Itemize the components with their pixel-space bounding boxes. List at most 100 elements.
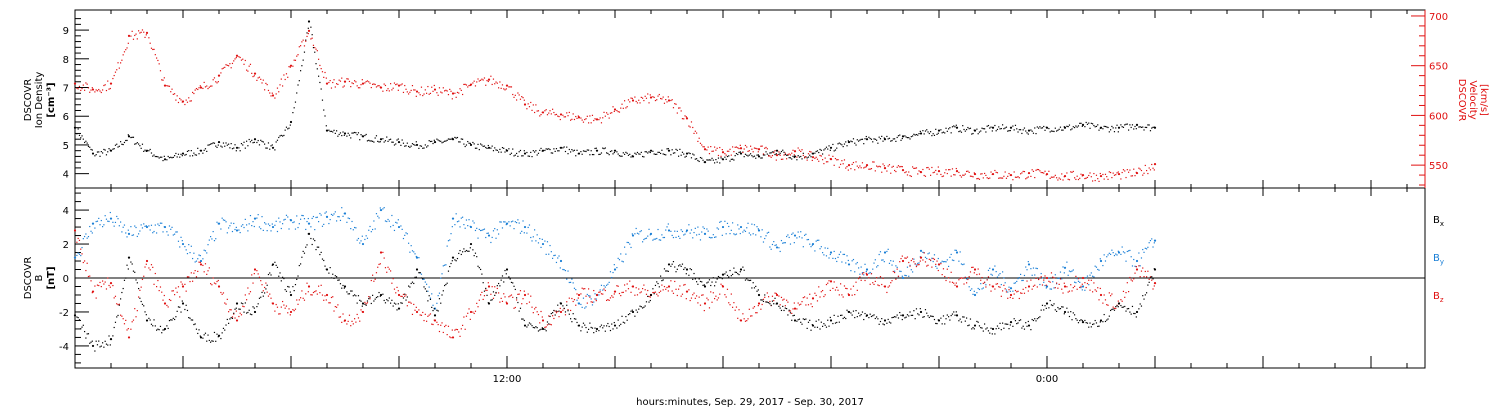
bz-series-sample [1045, 284, 1047, 286]
by-series-sample [683, 234, 685, 236]
by-series-sample [564, 269, 567, 272]
by-series-point [865, 268, 869, 271]
by-series-sample [1025, 266, 1027, 268]
velocity-series-point [955, 169, 959, 173]
velocity-series-sample [1086, 176, 1089, 179]
velocity-series-sample [374, 83, 376, 86]
by-series-sample [707, 230, 709, 232]
bz-series-sample [293, 310, 295, 312]
bx-series-sample [852, 310, 855, 312]
density-series-point [829, 146, 833, 149]
by-series-sample [426, 283, 428, 285]
velocity-series-sample [766, 148, 768, 150]
bz-series-sample [240, 314, 243, 316]
bx-series-sample [253, 307, 255, 309]
bx-series-sample [666, 270, 668, 272]
by-series-sample [140, 224, 142, 226]
x-axis-title: hours:minutes, Sep. 29, 2017 - Sep. 30, … [636, 397, 864, 408]
bz-series-sample [572, 300, 574, 303]
velocity-series-sample [528, 106, 531, 108]
velocity-series-sample [626, 106, 628, 108]
bz-series-sample [725, 296, 727, 298]
bx-series-sample [793, 314, 795, 316]
by-series-sample [158, 224, 160, 227]
density-series-sample [1076, 126, 1078, 128]
bz-series-sample [896, 268, 898, 270]
bz-series-sample [738, 309, 740, 311]
velocity-series-sample [692, 126, 694, 129]
velocity-series-point [631, 99, 635, 102]
by-series-sample [1072, 269, 1074, 271]
bz-series-sample [343, 320, 345, 322]
velocity-series-sample [539, 115, 541, 117]
bx-series-point [1063, 310, 1067, 314]
bz-series-sample [923, 252, 925, 254]
bz-series-sample [708, 307, 711, 309]
bx-series-sample [283, 277, 285, 280]
bx-series-sample [1040, 309, 1042, 311]
bz-series-sample [1079, 286, 1081, 289]
by-series-sample [141, 227, 144, 229]
density-series-sample [588, 149, 590, 151]
velocity-series-sample [739, 144, 741, 146]
bx-series-sample [516, 297, 518, 299]
by-series-sample [552, 257, 554, 259]
bx-series-sample [82, 324, 84, 326]
density-series-sample [555, 148, 558, 150]
by-series-sample [401, 228, 403, 230]
velocity-series-sample [157, 59, 159, 62]
by-series-sample [544, 240, 546, 242]
bx-series-point [955, 314, 959, 317]
by-series-sample [798, 236, 801, 238]
bx-series-sample [481, 273, 483, 275]
velocity-series-sample [948, 169, 950, 171]
density-series-sample [212, 142, 214, 144]
by-series-sample [836, 260, 838, 263]
bx-series-sample [1086, 322, 1089, 324]
density-series-sample [80, 137, 82, 139]
density-series-sample [661, 149, 663, 151]
bz-series-sample [1097, 287, 1099, 289]
bx-series-sample [930, 315, 932, 317]
velocity-series-sample [617, 111, 619, 113]
density-series-sample [935, 128, 937, 130]
bx-series-sample [747, 279, 749, 281]
by-series-sample [558, 255, 560, 257]
bz-series-sample [904, 257, 906, 259]
velocity-series-sample [522, 97, 524, 99]
velocity-series-sample [602, 117, 604, 119]
by-series-sample [463, 224, 465, 226]
bx-series-sample [519, 307, 522, 309]
velocity-series-sample [670, 99, 672, 102]
velocity-series-sample [969, 175, 972, 177]
by-series-sample [251, 225, 253, 227]
velocity-series-sample [701, 144, 703, 146]
velocity-series-sample [463, 83, 465, 86]
bz-series-sample [216, 280, 218, 283]
by-series-sample [1095, 266, 1098, 268]
by-series-sample [1008, 286, 1010, 288]
density-series-sample [959, 130, 961, 132]
by-series-sample [210, 236, 212, 238]
bx-series-sample [829, 316, 831, 319]
bz-series-sample [422, 311, 424, 314]
velocity-series-sample [530, 101, 532, 104]
velocity-series-sample [339, 80, 342, 82]
bz-series-sample [292, 309, 294, 311]
velocity-series-sample [402, 91, 405, 94]
by-series-sample [494, 228, 496, 230]
by-series-sample [514, 221, 516, 223]
bx-series-sample [174, 318, 176, 321]
bz-series-sample [550, 324, 552, 326]
velocity-series-sample [726, 150, 729, 152]
by-series-sample [1003, 277, 1005, 279]
density-series-sample [779, 152, 781, 154]
by-series-sample [528, 224, 531, 226]
density-series-sample [702, 159, 704, 161]
velocity-series-sample [283, 74, 285, 76]
velocity-series-sample [748, 150, 750, 152]
bx-series-sample [675, 271, 677, 273]
by-series-sample [447, 240, 450, 242]
density-series-sample [933, 134, 936, 136]
